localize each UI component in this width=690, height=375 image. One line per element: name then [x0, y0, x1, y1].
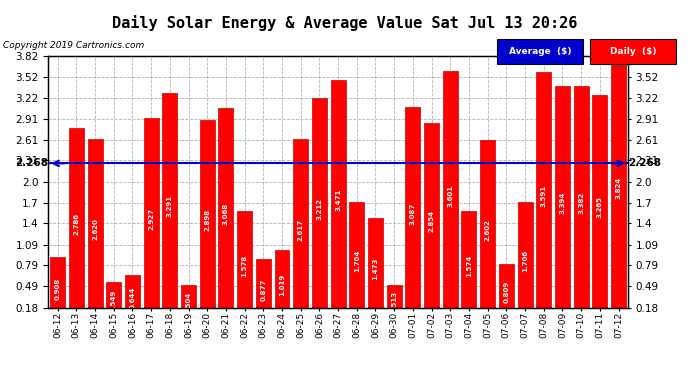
Text: 1.473: 1.473: [373, 258, 379, 280]
Bar: [237, 211, 252, 320]
Bar: [593, 94, 607, 320]
Text: 3.087: 3.087: [410, 202, 416, 225]
Text: 3.601: 3.601: [447, 184, 453, 207]
Text: 0.513: 0.513: [391, 291, 397, 313]
Text: 3.265: 3.265: [597, 196, 603, 218]
Bar: [219, 108, 233, 320]
Text: 0.877: 0.877: [260, 279, 266, 301]
Text: 2.617: 2.617: [297, 219, 304, 241]
Text: Copyright 2019 Cartronics.com: Copyright 2019 Cartronics.com: [3, 41, 145, 50]
Bar: [69, 128, 83, 320]
Bar: [199, 120, 215, 320]
Bar: [480, 140, 495, 320]
Bar: [88, 139, 103, 320]
Text: 3.824: 3.824: [615, 177, 622, 199]
Bar: [518, 202, 533, 320]
Text: 1.706: 1.706: [522, 250, 528, 272]
Bar: [555, 86, 570, 320]
Text: 1.704: 1.704: [354, 250, 359, 272]
Text: 3.382: 3.382: [578, 192, 584, 214]
Text: 2.898: 2.898: [204, 209, 210, 231]
Bar: [536, 72, 551, 320]
Bar: [256, 260, 270, 320]
Bar: [368, 218, 383, 320]
Bar: [331, 80, 346, 320]
Bar: [162, 93, 177, 320]
Text: 1.019: 1.019: [279, 274, 285, 296]
Bar: [144, 118, 159, 320]
Bar: [106, 282, 121, 320]
Text: 1.578: 1.578: [241, 254, 248, 276]
Bar: [424, 123, 439, 320]
Bar: [275, 250, 290, 320]
Text: 2.786: 2.786: [73, 213, 79, 235]
Text: 0.504: 0.504: [186, 291, 192, 314]
Text: Daily Solar Energy & Average Value Sat Jul 13 20:26: Daily Solar Energy & Average Value Sat J…: [112, 15, 578, 31]
Text: 1.574: 1.574: [466, 255, 472, 277]
Text: Average  ($): Average ($): [509, 47, 571, 56]
Text: 2.268: 2.268: [628, 158, 661, 168]
Bar: [349, 202, 364, 320]
Text: 2.620: 2.620: [92, 219, 98, 240]
Bar: [312, 98, 327, 320]
Text: 3.394: 3.394: [560, 192, 566, 214]
Text: 3.068: 3.068: [223, 203, 229, 225]
Bar: [499, 264, 514, 320]
Text: Daily  ($): Daily ($): [610, 47, 656, 56]
Text: 2.927: 2.927: [148, 208, 154, 230]
Text: 2.602: 2.602: [484, 219, 491, 241]
Text: 2.268: 2.268: [15, 158, 48, 168]
Bar: [293, 139, 308, 320]
Text: 3.471: 3.471: [335, 189, 341, 211]
Bar: [443, 71, 457, 320]
Bar: [462, 211, 477, 320]
Text: 0.549: 0.549: [110, 290, 117, 312]
Text: 3.212: 3.212: [317, 198, 322, 220]
Bar: [611, 56, 626, 320]
Text: 0.908: 0.908: [55, 278, 61, 300]
Text: 3.291: 3.291: [167, 195, 172, 217]
Text: 0.809: 0.809: [504, 281, 509, 303]
Bar: [386, 285, 402, 320]
Bar: [573, 87, 589, 320]
Bar: [125, 276, 140, 320]
Bar: [181, 285, 196, 320]
Bar: [50, 257, 65, 320]
Text: 2.854: 2.854: [428, 210, 435, 232]
Text: 0.644: 0.644: [130, 286, 135, 309]
Bar: [406, 107, 420, 320]
Text: 3.591: 3.591: [541, 185, 546, 207]
